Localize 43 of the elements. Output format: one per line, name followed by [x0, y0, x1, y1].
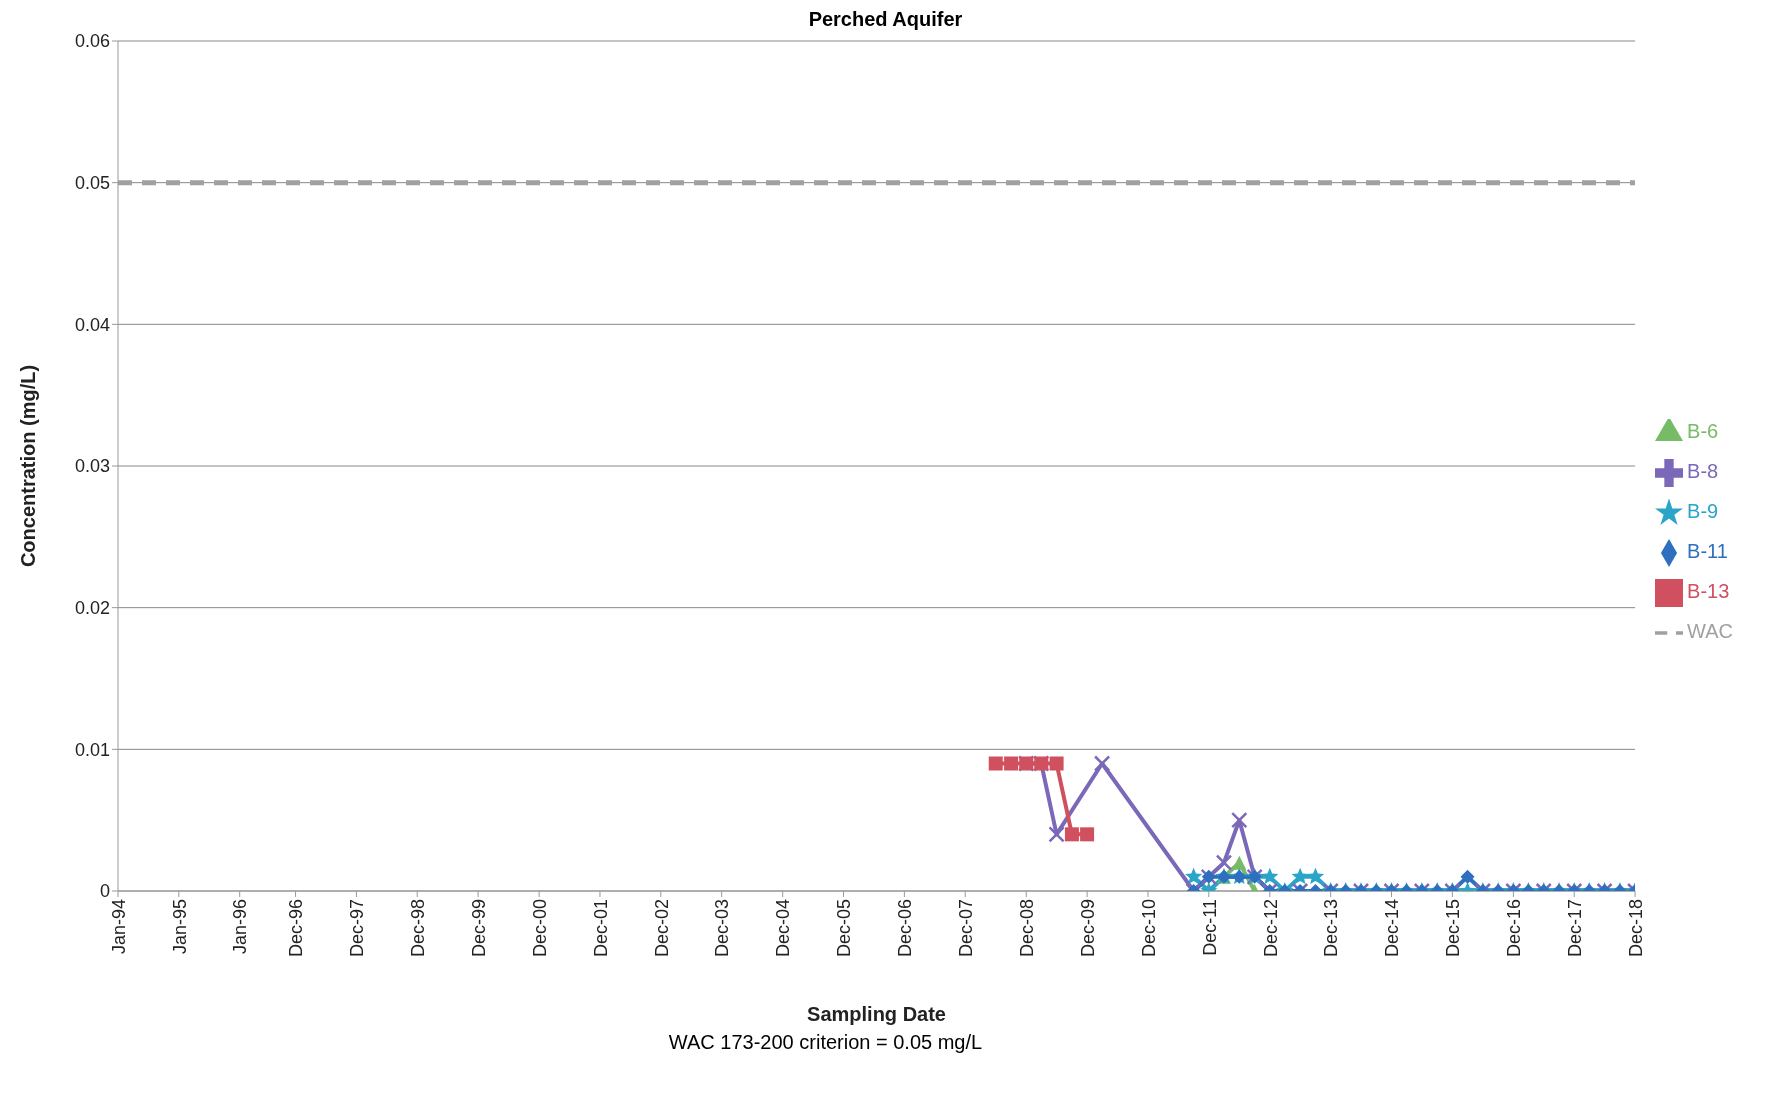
x-tick-label: Dec-09 — [1077, 899, 1098, 958]
y-tick-label: 0.02 — [74, 598, 110, 619]
x-tick-label: Dec-14 — [1382, 899, 1403, 958]
y-tick-label: 0.05 — [74, 173, 110, 194]
legend-label: B-11 — [1687, 540, 1728, 562]
x-tick-label: Dec-07 — [956, 899, 977, 958]
x-tick-label: Dec-01 — [590, 899, 611, 958]
legend-label: B-8 — [1687, 460, 1719, 482]
x-tick-label: Dec-98 — [408, 899, 429, 958]
x-tick-label: Dec-03 — [712, 899, 733, 958]
text: WAC 173-200 criterion = 0.05 mg/L — [667, 1031, 984, 1054]
y-tick-label: 0 — [99, 881, 110, 902]
chart-title: Perched Aquifer — [807, 8, 964, 31]
x-tick-label: Dec-16 — [1504, 899, 1525, 958]
x-tick-label: Dec-99 — [468, 899, 489, 958]
x-tick-label: Dec-15 — [1443, 899, 1464, 958]
y-tick-label: 0.03 — [74, 456, 110, 477]
x-tick-label: Dec-18 — [1625, 899, 1646, 958]
x-tick-label: Dec-17 — [1565, 899, 1586, 958]
x-tick-label: Dec-12 — [1260, 899, 1281, 958]
y-axis-title: Concentration (mg/L) — [17, 364, 40, 568]
x-tick-label: Dec-08 — [1017, 899, 1038, 958]
x-tick-label: Dec-10 — [1138, 899, 1159, 958]
x-tick-label: Dec-05 — [834, 899, 855, 958]
x-tick-label: Jan-96 — [230, 899, 251, 955]
legend-label: B-9 — [1687, 500, 1719, 522]
x-tick-label: Dec-13 — [1321, 899, 1342, 958]
legend-label: B-13 — [1687, 580, 1730, 602]
x-tick-label: Dec-04 — [773, 899, 794, 958]
y-tick-label: 0.06 — [74, 31, 110, 52]
y-tick-label: 0.01 — [74, 739, 110, 760]
x-tick-label: Jan-94 — [108, 899, 129, 955]
x-tick-label: Jan-95 — [169, 899, 190, 955]
x-tick-label: Dec-96 — [286, 899, 307, 958]
x-tick-label: Dec-97 — [347, 899, 368, 958]
x-tick-label: Dec-02 — [651, 899, 672, 958]
x-axis-title: Sampling Date — [807, 1003, 946, 1025]
x-tick-label: Dec-06 — [895, 899, 916, 958]
x-tick-label: Dec-00 — [529, 899, 550, 958]
legend-label: WAC — [1687, 620, 1733, 642]
x-tick-label: Dec-11 — [1199, 899, 1220, 956]
y-tick-label: 0.04 — [74, 314, 110, 335]
legend-label: B-6 — [1687, 420, 1719, 442]
